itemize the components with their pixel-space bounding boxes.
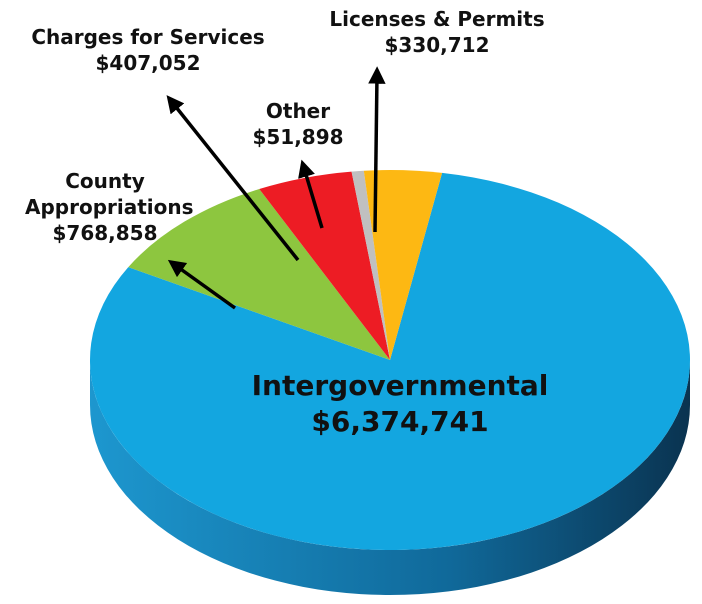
- arrow: [166, 95, 300, 262]
- pie-slice: [351, 170, 390, 360]
- value-label: $330,712: [384, 33, 490, 57]
- slice-label: County Appropriations $768,858: [25, 168, 194, 246]
- arrow: [368, 66, 386, 233]
- slice-label: Charges for Services $407,052: [8, 24, 288, 76]
- category-label: Other: [265, 99, 331, 123]
- pie-slice: [363, 170, 443, 360]
- slice-label: Licenses & Permits $330,712: [307, 6, 567, 58]
- pie-slice: [259, 171, 390, 360]
- value-label: $407,052: [95, 51, 201, 75]
- value-label: $768,858: [52, 221, 158, 245]
- arrow: [167, 259, 237, 310]
- category-label: Charges for Services: [31, 25, 265, 49]
- pie-side: [90, 360, 690, 595]
- pie-slice: [128, 188, 390, 360]
- category-label: Licenses & Permits: [329, 7, 545, 31]
- value-label: $51,898: [252, 125, 344, 149]
- category-label: County Appropriations: [25, 169, 194, 219]
- arrow: [298, 159, 324, 229]
- category-label: Intergovernmental: [251, 369, 549, 402]
- value-label: $6,374,741: [311, 405, 489, 439]
- pie-slice: [90, 172, 691, 550]
- slice-label: Intergovernmental $6,374,741: [220, 368, 580, 441]
- slice-label: Other $51,898: [228, 98, 368, 150]
